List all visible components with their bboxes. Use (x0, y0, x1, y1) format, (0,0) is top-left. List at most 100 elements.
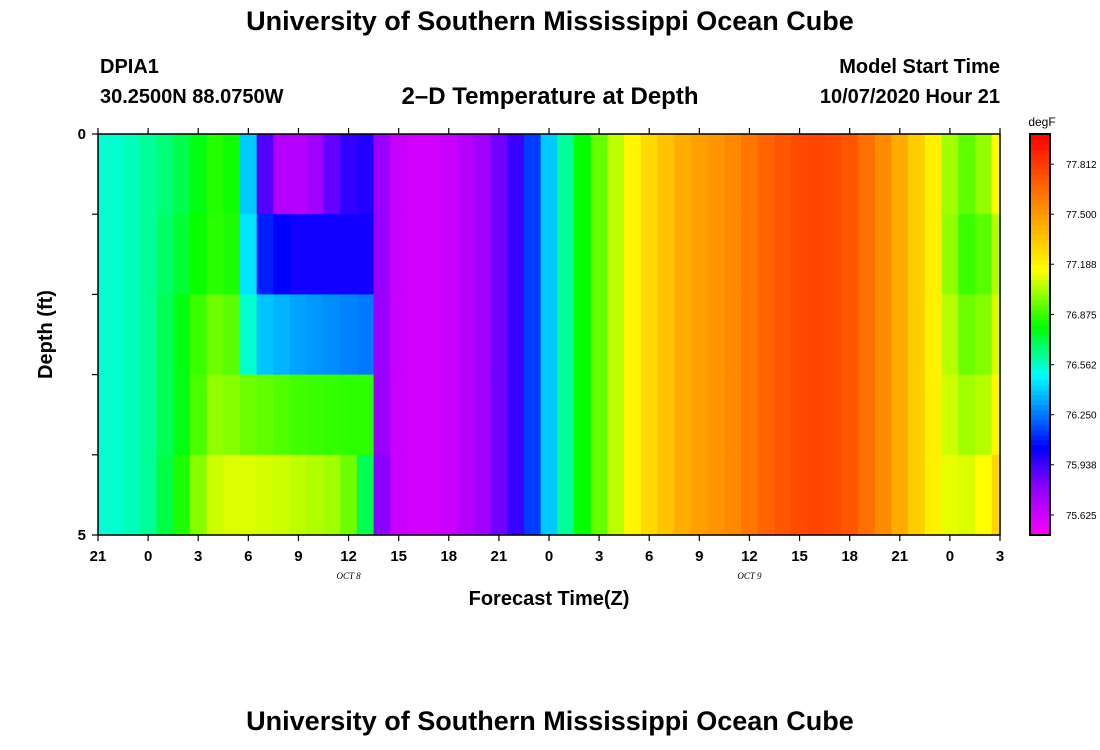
heatmap-cell (98, 374, 107, 456)
heatmap-cell (557, 294, 575, 376)
heatmap-cell (340, 294, 358, 376)
colorbar-segment (1030, 264, 1050, 270)
heatmap-cell (139, 454, 158, 536)
heatmap-cell (457, 214, 475, 295)
heatmap-cell (757, 454, 776, 536)
heatmap-cell (624, 214, 642, 295)
colorbar-segment (1030, 444, 1050, 451)
heatmap-cell (373, 134, 391, 215)
heatmap-cell (390, 214, 408, 295)
colorbar-segment (1030, 184, 1050, 190)
heatmap-cell (574, 454, 592, 536)
heatmap-cell (674, 134, 692, 215)
colorbar-segment (1030, 314, 1050, 321)
colorbar-segment (1030, 209, 1050, 215)
heatmap-cell (423, 134, 442, 215)
heatmap-cell (106, 214, 124, 295)
heatmap-cell (507, 214, 525, 295)
heatmap-cell (858, 454, 876, 536)
heatmap-cell (323, 134, 341, 215)
colorbar-segment (1030, 214, 1050, 220)
heatmap-cell (473, 134, 492, 215)
heatmap-cell (991, 134, 1001, 215)
heatmap-cell (991, 214, 1001, 295)
colorbar-tick-label: 76.562 (1066, 361, 1097, 372)
heatmap-cell (557, 134, 575, 215)
heatmap-cell (690, 134, 709, 215)
colorbar-segment (1030, 164, 1050, 170)
colorbar-segment (1030, 169, 1050, 175)
heatmap-cell (106, 294, 124, 376)
heatmap-cell (206, 214, 224, 295)
colorbar-tick-label: 77.812 (1066, 160, 1097, 171)
x-tick-label: 9 (294, 548, 302, 565)
colorbar-segment (1030, 514, 1050, 521)
heatmap-cell (724, 134, 742, 215)
heatmap-cell (407, 374, 425, 456)
heatmap-cell (891, 374, 909, 456)
heatmap-cell (407, 134, 425, 215)
colorbar-segment (1030, 409, 1050, 416)
heatmap-cell (590, 134, 609, 215)
colorbar-segment (1030, 374, 1050, 381)
heatmap-cell (841, 294, 859, 376)
colorbar-segment (1030, 234, 1050, 240)
heatmap-cell (540, 134, 558, 215)
colorbar-segment (1030, 349, 1050, 356)
x-tick-label: 6 (645, 548, 653, 565)
heatmap-cell (858, 294, 876, 376)
heatmap-cell (189, 214, 208, 295)
heatmap-cell (707, 134, 725, 215)
model-start-label: Model Start Time (839, 56, 1000, 78)
colorbar-segment (1030, 324, 1050, 331)
heatmap-cell (807, 214, 826, 295)
x-tick-label: 3 (194, 548, 202, 565)
x-tick-label: 6 (244, 548, 252, 565)
heatmap-cell (223, 454, 241, 536)
heatmap-cell (791, 134, 809, 215)
heatmap-cell (874, 454, 893, 536)
colorbar-segment (1030, 224, 1050, 230)
heatmap-cell (440, 294, 458, 376)
heatmap-cell (473, 294, 492, 376)
heatmap-cell (791, 214, 809, 295)
colorbar-tick-label: 75.625 (1066, 511, 1097, 522)
colorbar-segment (1030, 269, 1050, 275)
heatmap-cell (941, 454, 959, 536)
heatmap-cell (239, 294, 258, 376)
heatmap-cell (590, 374, 609, 456)
colorbar-segment (1030, 194, 1050, 200)
heatmap-cell (523, 454, 542, 536)
colorbar-segment (1030, 474, 1050, 481)
colorbar-segment (1030, 244, 1050, 250)
heatmap-cell (958, 374, 976, 456)
heatmap-cell (98, 294, 107, 376)
heatmap-cell (407, 294, 425, 376)
heatmap-cell (557, 214, 575, 295)
station-id: DPIA1 (100, 56, 159, 78)
heatmap-cell (373, 214, 391, 295)
heatmap-cell (373, 454, 391, 536)
heatmap-cell (123, 214, 141, 295)
heatmap-cell (640, 214, 659, 295)
heatmap-cell (640, 294, 659, 376)
colorbar-segment (1030, 449, 1050, 456)
heatmap-cell (941, 214, 959, 295)
heatmap-cell (390, 374, 408, 456)
heatmap-cell (523, 294, 542, 376)
heatmap-cell (440, 134, 458, 215)
heatmap-cell (774, 294, 792, 376)
x-tick-label: 0 (946, 548, 954, 565)
footer-title: University of Southern Mississippi Ocean… (246, 706, 854, 736)
heatmap-cell (924, 134, 943, 215)
heatmap-cell (490, 454, 508, 536)
heatmap-cell (874, 134, 893, 215)
heatmap-cell (791, 294, 809, 376)
colorbar-segment (1030, 159, 1050, 165)
heatmap-cell (807, 134, 826, 215)
heatmap-cell (173, 214, 191, 295)
colorbar-segment (1030, 469, 1050, 476)
heatmap-cell (306, 214, 325, 295)
x-tick-label: 0 (144, 548, 152, 565)
heatmap-cell (457, 134, 475, 215)
